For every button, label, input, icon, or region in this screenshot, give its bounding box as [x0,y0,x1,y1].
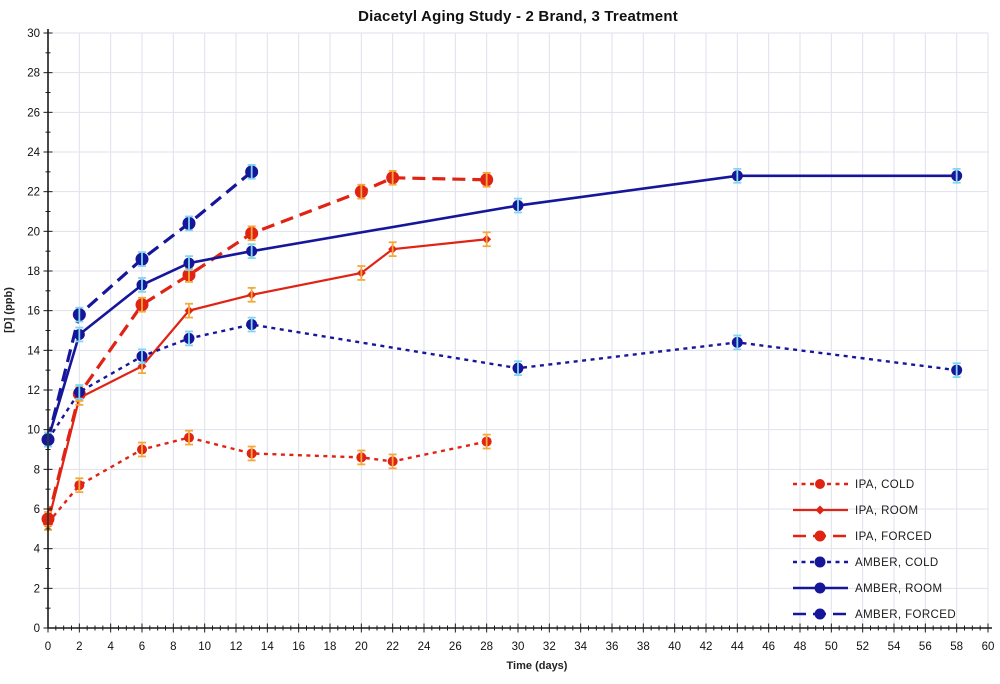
legend-item-ipa-cold: IPA, COLD [793,479,915,491]
tick-labels: 0 2 4 6 8 10 12 14 16 18 20 22 24 26 28 30 32 34 36 38 40 42 4… [27,28,994,653]
x-tick-label: 50 [825,641,838,653]
x-tick-label: 6 [139,641,145,653]
x-tick-label: 14 [261,641,274,653]
markers-amber-room [42,170,963,446]
legend-label: IPA, ROOM [855,505,918,517]
x-tick-label: 52 [856,641,869,653]
x-tick-label: 32 [543,641,556,653]
series-amber-cold [42,319,963,446]
x-tick-label: 42 [700,641,713,653]
legend-marker [815,505,825,515]
x-tick-label: 56 [919,641,932,653]
x-tick-label: 2 [76,641,82,653]
x-tick-label: 36 [606,641,619,653]
chart-title: Diacetyl Aging Study - 2 Brand, 3 Treatm… [358,8,678,25]
y-tick-label: 28 [27,68,40,80]
x-axis-label: Time (days) [506,660,568,672]
x-tick-label: 54 [888,641,901,653]
markers-amber-forced [41,165,259,447]
error-bars-amber-cold [44,316,961,448]
x-tick-label: 18 [324,641,337,653]
legend-item-amber-forced: AMBER, FORCED [793,608,956,621]
x-tick-label: 16 [292,641,305,653]
x-tick-label: 0 [45,641,51,653]
y-tick-label: 16 [27,306,40,318]
y-tick-label: 14 [27,345,40,357]
series-amber-room [42,170,963,446]
axes [47,29,992,629]
gridlines [48,32,989,628]
x-tick-label: 12 [230,641,243,653]
legend-marker [814,582,826,594]
y-tick-label: 10 [27,425,40,437]
y-tick-label: 22 [27,187,40,199]
y-tick-label: 12 [27,385,40,397]
y-tick-label: 26 [27,107,40,119]
x-tick-label: 58 [950,641,963,653]
x-tick-label: 24 [418,641,431,653]
x-tick-label: 48 [794,641,807,653]
y-tick-label: 6 [34,504,40,516]
y-tick-label: 18 [27,266,40,278]
y-tick-label: 30 [27,28,40,40]
legend-label: AMBER, COLD [855,557,939,569]
x-tick-label: 4 [107,641,114,653]
x-tick-label: 60 [982,641,995,653]
y-axis-label: [D] (ppb) [3,287,15,333]
y-tick-label: 20 [27,226,40,238]
x-tick-label: 28 [480,641,493,653]
series-amber-forced [41,165,259,447]
line-ipa-room [46,238,487,524]
legend-label: AMBER, ROOM [855,583,942,595]
legend-marker [814,530,826,542]
error-bars-amber-room [44,167,961,448]
markers-amber-cold [42,319,963,446]
x-tick-label: 46 [762,641,775,653]
x-tick-label: 20 [355,641,368,653]
line-ipa-forced [46,176,487,520]
legend-item-amber-room: AMBER, ROOM [793,582,942,595]
line-ipa-cold [47,436,487,524]
x-tick-label: 30 [512,641,525,653]
y-tick-label: 24 [27,147,40,159]
line-amber-room [46,174,957,440]
y-tick-label: 4 [34,544,41,556]
legend-item-amber-cold: AMBER, COLD [793,556,939,569]
x-tick-label: 8 [170,641,176,653]
legend-label: AMBER, FORCED [855,609,956,621]
legend-marker [814,556,826,568]
legend-item-ipa-forced: IPA, FORCED [793,530,932,543]
legend-marker [815,479,825,489]
x-tick-label: 34 [574,641,587,653]
y-tick-label: 0 [34,623,40,635]
x-tick-label: 22 [386,641,399,653]
legend-marker [814,608,826,620]
x-tick-label: 10 [198,641,211,653]
ticks [43,32,989,633]
line-amber-cold [46,323,957,441]
legend-item-ipa-room: IPA, ROOM [793,505,918,517]
legend-label: IPA, COLD [855,479,915,491]
legend: IPA, COLD IPA, ROOM IPA, FORCED AMBER, COLD… [793,479,956,621]
x-tick-label: 26 [449,641,462,653]
x-tick-label: 44 [731,641,744,653]
x-tick-label: 40 [668,641,681,653]
legend-label: IPA, FORCED [855,531,932,543]
x-tick-label: 38 [637,641,650,653]
y-tick-label: 8 [34,464,40,476]
y-tick-label: 2 [34,583,40,595]
